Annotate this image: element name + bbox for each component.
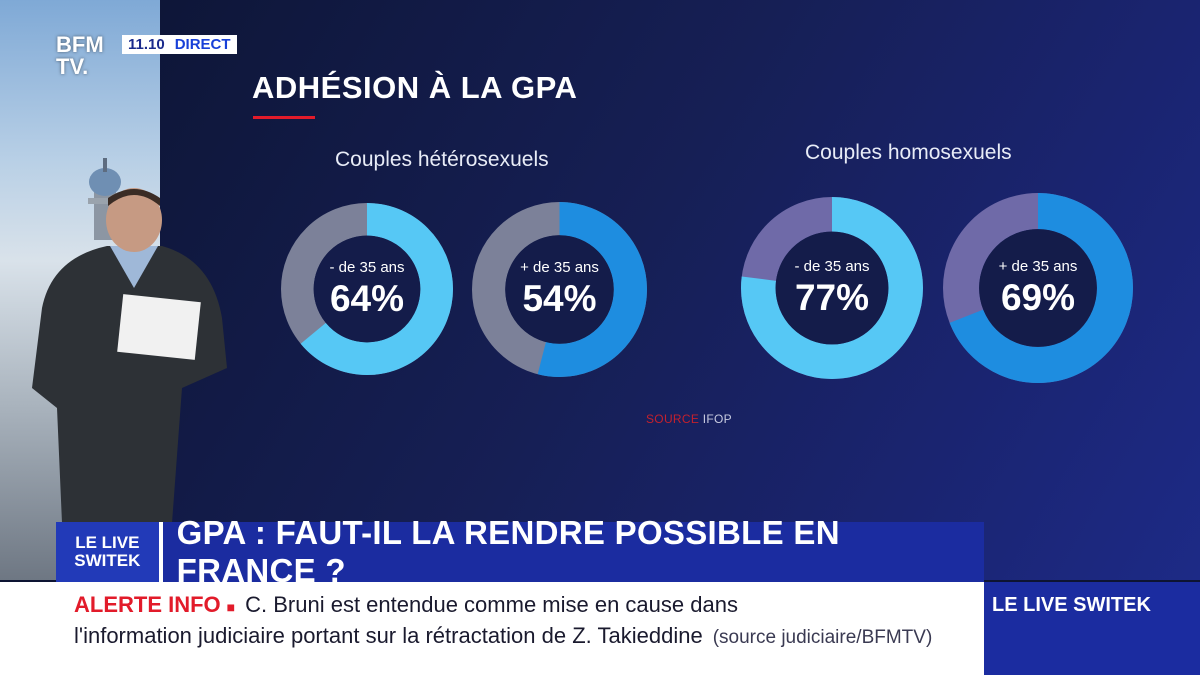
side-show-label: LE LIVE SWITEK: [992, 594, 1151, 616]
donut-ring: [943, 193, 1133, 383]
donut-value-label: 77%: [794, 276, 870, 318]
alert-text-2: l'information judiciaire portant sur la …: [74, 623, 703, 648]
alert-text-1: C. Bruni est entendue comme mise en caus…: [245, 592, 738, 617]
donut-value-arc: [281, 203, 453, 375]
live-indicator: 11.10 DIRECT: [122, 35, 237, 54]
donut-center: [979, 229, 1097, 347]
donut-center: [505, 235, 614, 344]
title-underline: [253, 116, 315, 119]
donut-homo-over35: + de 35 ans 69%: [943, 193, 1133, 383]
donut-value-arc: [943, 193, 1133, 383]
live-direct-label: DIRECT: [170, 35, 237, 54]
donut-hetero-over35: + de 35 ans 54%: [472, 202, 647, 377]
alert-source: (source judiciaire/BFMTV): [712, 627, 933, 648]
donut-homo-under35: - de 35 ans 77%: [741, 197, 923, 379]
donut-age-label: + de 35 ans: [998, 257, 1078, 275]
alert-label: ALERTE INFO: [74, 592, 221, 617]
source-key: SOURCE: [646, 412, 700, 426]
group-label-hetero: Couples hétérosexuels: [335, 148, 549, 171]
donut-age-label: - de 35 ans: [794, 257, 870, 275]
headline-banner: LE LIVE SWITEK GPA : FAUT-IL LA RENDRE P…: [56, 514, 984, 589]
donut-value-arc: [472, 202, 647, 377]
alert-line-1: ALERTE INFO ■ C. Bruni est entendue comm…: [74, 592, 738, 618]
alert-ticker-box: [0, 582, 984, 675]
bfmtv-logo: BFM TV.: [56, 32, 104, 79]
live-time: 11.10: [122, 35, 171, 54]
source-value: IFOP: [702, 412, 732, 426]
donut-ring: [281, 203, 453, 375]
alert-bullet-icon: ■: [226, 599, 236, 615]
donut-value-arc: [741, 197, 923, 379]
donut-hetero-under35: - de 35 ans 64%: [281, 203, 453, 375]
source-credit: SOURCE IFOP: [646, 412, 732, 426]
infographic-title: ADHÉSION À LA GPA: [252, 70, 578, 105]
donut-ring: [472, 202, 647, 377]
side-show-box: [984, 582, 1200, 675]
donut-value-label: 69%: [1000, 276, 1076, 318]
donut-center: [313, 235, 421, 343]
donut-center: [775, 231, 889, 345]
donut-age-label: - de 35 ans: [329, 258, 405, 276]
alert-line-2: l'information judiciaire portant sur la …: [74, 623, 932, 649]
presenter-figure: [32, 188, 227, 523]
donut-ring: [741, 197, 923, 379]
show-tag: LE LIVE SWITEK: [56, 522, 163, 582]
donut-value-label: 54%: [522, 278, 597, 319]
donut-age-label: + de 35 ans: [520, 259, 599, 276]
donut-value-label: 64%: [329, 277, 405, 319]
group-label-homo: Couples homosexuels: [805, 141, 1012, 164]
headline-text: GPA : FAUT-IL LA RENDRE POSSIBLE EN FRAN…: [176, 514, 840, 589]
